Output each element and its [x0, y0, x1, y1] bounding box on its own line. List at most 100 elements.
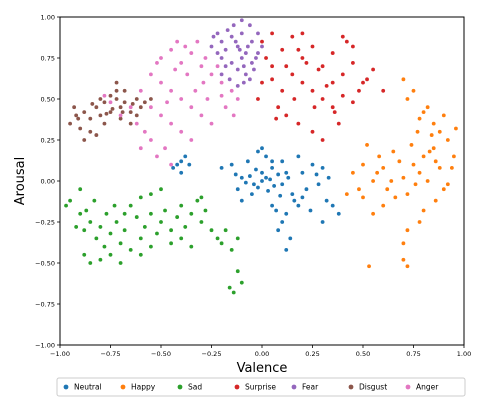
point-anger	[169, 47, 174, 52]
point-disgust	[74, 113, 79, 118]
point-fear	[229, 61, 234, 65]
point-happy	[405, 192, 410, 197]
point-surprise	[260, 39, 264, 44]
point-disgust	[94, 105, 99, 110]
point-disgust	[78, 126, 83, 131]
point-anger	[138, 88, 143, 93]
point-fear	[219, 39, 224, 44]
point-surprise	[381, 88, 386, 93]
point-surprise	[290, 34, 295, 39]
point-sad	[112, 203, 117, 208]
x-tick-label: 0.50	[356, 350, 370, 358]
point-happy	[411, 88, 416, 93]
point-surprise	[260, 80, 264, 85]
y-tick-label: −0.25	[35, 218, 55, 226]
point-sad	[138, 252, 143, 257]
point-neutral	[247, 174, 252, 178]
point-fear	[235, 67, 240, 72]
point-surprise	[300, 31, 305, 36]
point-disgust	[128, 110, 133, 115]
point-happy	[409, 143, 414, 147]
point-anger	[205, 97, 210, 101]
point-neutral	[256, 185, 260, 190]
point-happy	[389, 179, 394, 183]
point-surprise	[284, 113, 289, 118]
point-fear	[235, 44, 240, 49]
point-sad	[209, 228, 214, 233]
point-surprise	[316, 67, 321, 72]
point-sad	[64, 203, 68, 208]
point-neutral	[264, 154, 268, 159]
x-tick-label: 0.75	[406, 350, 420, 358]
point-neutral	[304, 187, 309, 192]
point-fear	[223, 47, 228, 52]
point-happy	[421, 208, 426, 213]
point-disgust	[120, 110, 125, 115]
point-happy	[417, 220, 422, 224]
point-happy	[391, 149, 396, 154]
point-surprise	[270, 77, 274, 82]
y-tick-label: 0.50	[41, 95, 55, 103]
legend-box	[56, 377, 466, 397]
point-anger	[108, 100, 113, 105]
legend-marker-happy	[120, 384, 126, 390]
legend-marker-fear	[291, 384, 297, 390]
point-anger	[159, 80, 163, 85]
point-happy	[411, 162, 416, 167]
point-neutral	[316, 182, 321, 187]
point-anger	[201, 80, 206, 85]
point-surprise	[320, 138, 325, 142]
point-sad	[138, 195, 143, 200]
point-anger	[215, 64, 220, 69]
legend-label-anger: Anger	[416, 383, 439, 392]
point-fear	[256, 31, 260, 36]
point-anger	[179, 97, 184, 101]
point-sad	[68, 198, 72, 203]
point-disgust	[94, 133, 99, 137]
point-sad	[239, 280, 244, 285]
point-surprise	[320, 97, 325, 101]
point-neutral	[260, 179, 264, 183]
x-tick-label: 0.25	[305, 350, 319, 358]
point-sad	[149, 244, 153, 249]
point-sad	[179, 236, 184, 241]
point-happy	[441, 187, 446, 192]
point-sad	[118, 261, 123, 265]
point-happy	[405, 97, 410, 101]
point-happy	[437, 129, 442, 134]
point-disgust	[128, 121, 133, 126]
point-disgust	[72, 105, 77, 110]
point-neutral	[235, 187, 240, 192]
point-neutral	[239, 175, 244, 180]
point-disgust	[104, 111, 109, 116]
point-anger	[102, 93, 107, 98]
point-fear	[211, 34, 216, 39]
point-neutral	[284, 247, 289, 252]
point-anger	[199, 64, 204, 69]
point-happy	[425, 105, 430, 110]
point-sad	[88, 220, 93, 224]
point-happy	[405, 264, 410, 269]
point-surprise	[310, 88, 315, 93]
point-sad	[82, 228, 87, 233]
point-surprise	[310, 129, 315, 134]
point-anger	[159, 56, 163, 60]
point-neutral	[296, 154, 301, 159]
point-fear	[219, 72, 224, 77]
point-happy	[401, 175, 406, 180]
points-layer	[64, 18, 458, 295]
point-fear	[241, 64, 246, 69]
point-fear	[256, 51, 260, 55]
point-anger	[183, 44, 188, 49]
point-disgust	[98, 113, 103, 118]
point-anger	[229, 88, 234, 93]
point-neutral	[245, 159, 250, 164]
point-anger	[189, 105, 194, 110]
point-anger	[149, 72, 153, 77]
point-surprise	[280, 47, 285, 52]
point-anger	[165, 100, 169, 105]
point-neutral	[280, 159, 285, 164]
legend: Neutral Happy Sad Surprise Fear Disgust Anger	[56, 377, 466, 397]
point-disgust	[134, 97, 139, 101]
